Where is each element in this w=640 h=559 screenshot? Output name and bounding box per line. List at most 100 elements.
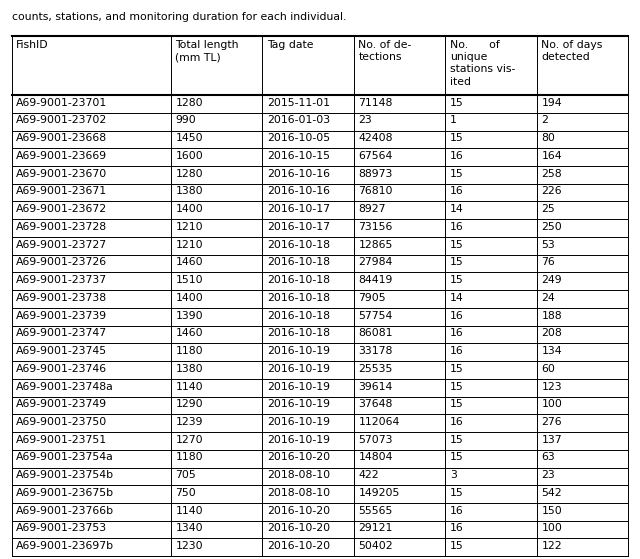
Text: A69-9001-23727: A69-9001-23727 (16, 240, 107, 250)
Text: 250: 250 (541, 222, 562, 232)
Text: A69-9001-23738: A69-9001-23738 (16, 293, 107, 303)
Text: 188: 188 (541, 311, 562, 320)
Text: 276: 276 (541, 417, 562, 427)
Text: 100: 100 (541, 523, 563, 533)
Text: 2016-01-03: 2016-01-03 (267, 116, 330, 125)
Text: 226: 226 (541, 186, 562, 196)
Text: 15: 15 (450, 452, 463, 462)
Text: 16: 16 (450, 523, 463, 533)
Text: 149205: 149205 (358, 488, 400, 498)
Text: 1380: 1380 (175, 186, 203, 196)
Text: 1400: 1400 (175, 204, 203, 214)
Text: 71148: 71148 (358, 98, 393, 108)
Text: 2016-10-19: 2016-10-19 (267, 435, 330, 445)
Text: A69-9001-23745: A69-9001-23745 (16, 346, 107, 356)
Text: 2015-11-01: 2015-11-01 (267, 98, 330, 108)
Text: A69-9001-23748a: A69-9001-23748a (16, 381, 114, 391)
Text: 16: 16 (450, 311, 463, 320)
Text: 2016-10-19: 2016-10-19 (267, 381, 330, 391)
Text: 194: 194 (541, 98, 562, 108)
Text: 16: 16 (450, 417, 463, 427)
Text: 55565: 55565 (358, 506, 393, 515)
Text: 1460: 1460 (175, 328, 203, 338)
Text: A69-9001-23754a: A69-9001-23754a (16, 452, 114, 462)
Text: 8927: 8927 (358, 204, 386, 214)
Text: 1210: 1210 (175, 240, 203, 250)
Text: 164: 164 (541, 151, 562, 161)
Text: 16: 16 (450, 151, 463, 161)
Text: 1280: 1280 (175, 98, 203, 108)
Text: 2016-10-18: 2016-10-18 (267, 240, 330, 250)
Text: 1239: 1239 (175, 417, 203, 427)
Text: 2016-10-15: 2016-10-15 (267, 151, 330, 161)
Text: 2016-10-17: 2016-10-17 (267, 204, 330, 214)
Text: 15: 15 (450, 240, 463, 250)
Text: 100: 100 (541, 399, 563, 409)
Text: A69-9001-23766b: A69-9001-23766b (16, 506, 114, 515)
Text: 15: 15 (450, 381, 463, 391)
Text: Tag date: Tag date (267, 40, 314, 50)
Text: 16: 16 (450, 328, 463, 338)
Text: A69-9001-23668: A69-9001-23668 (16, 133, 107, 143)
Text: 76810: 76810 (358, 186, 393, 196)
Text: 1180: 1180 (175, 452, 203, 462)
Text: A69-9001-23747: A69-9001-23747 (16, 328, 107, 338)
Text: A69-9001-23701: A69-9001-23701 (16, 98, 108, 108)
Text: 16: 16 (450, 506, 463, 515)
Text: 2016-10-05: 2016-10-05 (267, 133, 330, 143)
Text: 2016-10-18: 2016-10-18 (267, 257, 330, 267)
Text: 42408: 42408 (358, 133, 393, 143)
Text: 750: 750 (175, 488, 196, 498)
Text: 1210: 1210 (175, 222, 203, 232)
Text: Total length
(mm TL): Total length (mm TL) (175, 40, 239, 62)
Text: 88973: 88973 (358, 169, 393, 179)
Text: 16: 16 (450, 346, 463, 356)
Text: 80: 80 (541, 133, 556, 143)
Text: 15: 15 (450, 257, 463, 267)
Text: A69-9001-23670: A69-9001-23670 (16, 169, 108, 179)
Text: 1290: 1290 (175, 399, 203, 409)
Text: A69-9001-23749: A69-9001-23749 (16, 399, 107, 409)
Text: 15: 15 (450, 488, 463, 498)
Text: FishID: FishID (16, 40, 49, 50)
Text: 12865: 12865 (358, 240, 393, 250)
Text: 705: 705 (175, 470, 196, 480)
Text: 542: 542 (541, 488, 562, 498)
Text: 63: 63 (541, 452, 555, 462)
Text: 1510: 1510 (175, 275, 203, 285)
Text: 23: 23 (358, 116, 372, 125)
Text: 2016-10-18: 2016-10-18 (267, 275, 330, 285)
Text: 1230: 1230 (175, 541, 203, 551)
Text: 37648: 37648 (358, 399, 393, 409)
Text: 1140: 1140 (175, 381, 203, 391)
Text: 1180: 1180 (175, 346, 203, 356)
Text: 53: 53 (541, 240, 555, 250)
Text: 137: 137 (541, 435, 562, 445)
Text: 2016-10-18: 2016-10-18 (267, 328, 330, 338)
Text: A69-9001-23697b: A69-9001-23697b (16, 541, 114, 551)
Text: 2016-10-18: 2016-10-18 (267, 293, 330, 303)
Text: 39614: 39614 (358, 381, 393, 391)
Text: 27984: 27984 (358, 257, 393, 267)
Text: 1450: 1450 (175, 133, 203, 143)
Text: 50402: 50402 (358, 541, 393, 551)
Text: A69-9001-23754b: A69-9001-23754b (16, 470, 114, 480)
Text: 86081: 86081 (358, 328, 393, 338)
Text: 84419: 84419 (358, 275, 393, 285)
Text: 208: 208 (541, 328, 562, 338)
Text: 1340: 1340 (175, 523, 203, 533)
Text: 422: 422 (358, 470, 379, 480)
Text: 1280: 1280 (175, 169, 203, 179)
Text: A69-9001-23753: A69-9001-23753 (16, 523, 107, 533)
Text: 15: 15 (450, 133, 463, 143)
Text: 2018-08-10: 2018-08-10 (267, 488, 330, 498)
Text: 2: 2 (541, 116, 548, 125)
Text: A69-9001-23669: A69-9001-23669 (16, 151, 107, 161)
Text: 23: 23 (541, 470, 555, 480)
Text: 2016-10-19: 2016-10-19 (267, 364, 330, 374)
Text: No. of days
detected: No. of days detected (541, 40, 603, 62)
Text: 73156: 73156 (358, 222, 393, 232)
Text: 249: 249 (541, 275, 562, 285)
Text: 1380: 1380 (175, 364, 203, 374)
Text: 2018-08-10: 2018-08-10 (267, 470, 330, 480)
